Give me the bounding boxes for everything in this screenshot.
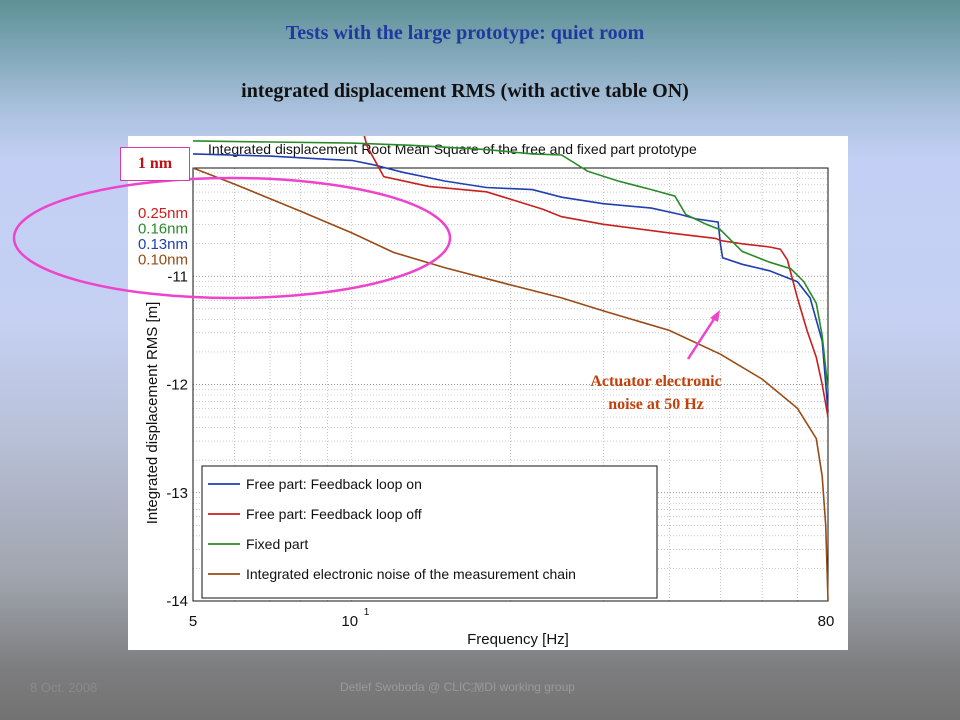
footer-page-number: 25 (470, 680, 485, 695)
level-label: 0.16nm (138, 221, 188, 238)
y-tick-label: -13 (166, 485, 188, 502)
series-line (192, 153, 829, 412)
one-nm-callout: 1 nm (120, 147, 190, 181)
series-line (363, 136, 829, 418)
legend-label: Integrated electronic noise of the measu… (246, 566, 576, 582)
x-axis-label: Frequency [Hz] (467, 631, 569, 648)
slide-subtitle: integrated displacement RMS (with active… (241, 80, 689, 102)
chart-title: Integrated displacement Root Mean Square… (208, 141, 697, 157)
footer-author: Detlef Swoboda @ CLIC MDI working group (340, 680, 575, 694)
series-line (192, 140, 829, 390)
legend-box (201, 465, 658, 599)
annotation-line-1: Actuator electronic (590, 373, 722, 390)
level-label: 0.13nm (138, 236, 188, 253)
y-axis-label: Integrated displacement RMS [m] (144, 302, 161, 525)
legend-label: Free part: Feedback loop on (246, 476, 422, 492)
x-tick-labels: 5 10 80 1 (189, 607, 835, 630)
slide-title: Tests with the large prototype: quiet ro… (285, 22, 645, 44)
chart-legend: Free part: Feedback loop on Free part: Fe… (201, 465, 658, 599)
x-tick-label: 80 (818, 613, 835, 630)
annotation-line-2: noise at 50 Hz (608, 396, 704, 413)
x-tick-label: 5 (189, 613, 197, 630)
level-label: 0.10nm (138, 252, 188, 269)
y-tick-label: -12 (166, 377, 188, 394)
y-tick-label: -14 (166, 593, 188, 610)
actuator-noise-annotation: Actuator electronic noise at 50 Hz (545, 370, 767, 416)
x-tick-superscript: 1 (364, 607, 370, 618)
legend-label: Fixed part (246, 536, 308, 552)
y-tick-label: -11 (167, 268, 188, 285)
x-tick-label: 10 (341, 613, 358, 630)
level-label: 0.25nm (138, 205, 188, 222)
y-tick-labels: -11 -12 -13 -14 (166, 268, 188, 610)
legend-label: Free part: Feedback loop off (246, 506, 422, 522)
footer-date: 8 Oct. 2008 (30, 680, 98, 695)
